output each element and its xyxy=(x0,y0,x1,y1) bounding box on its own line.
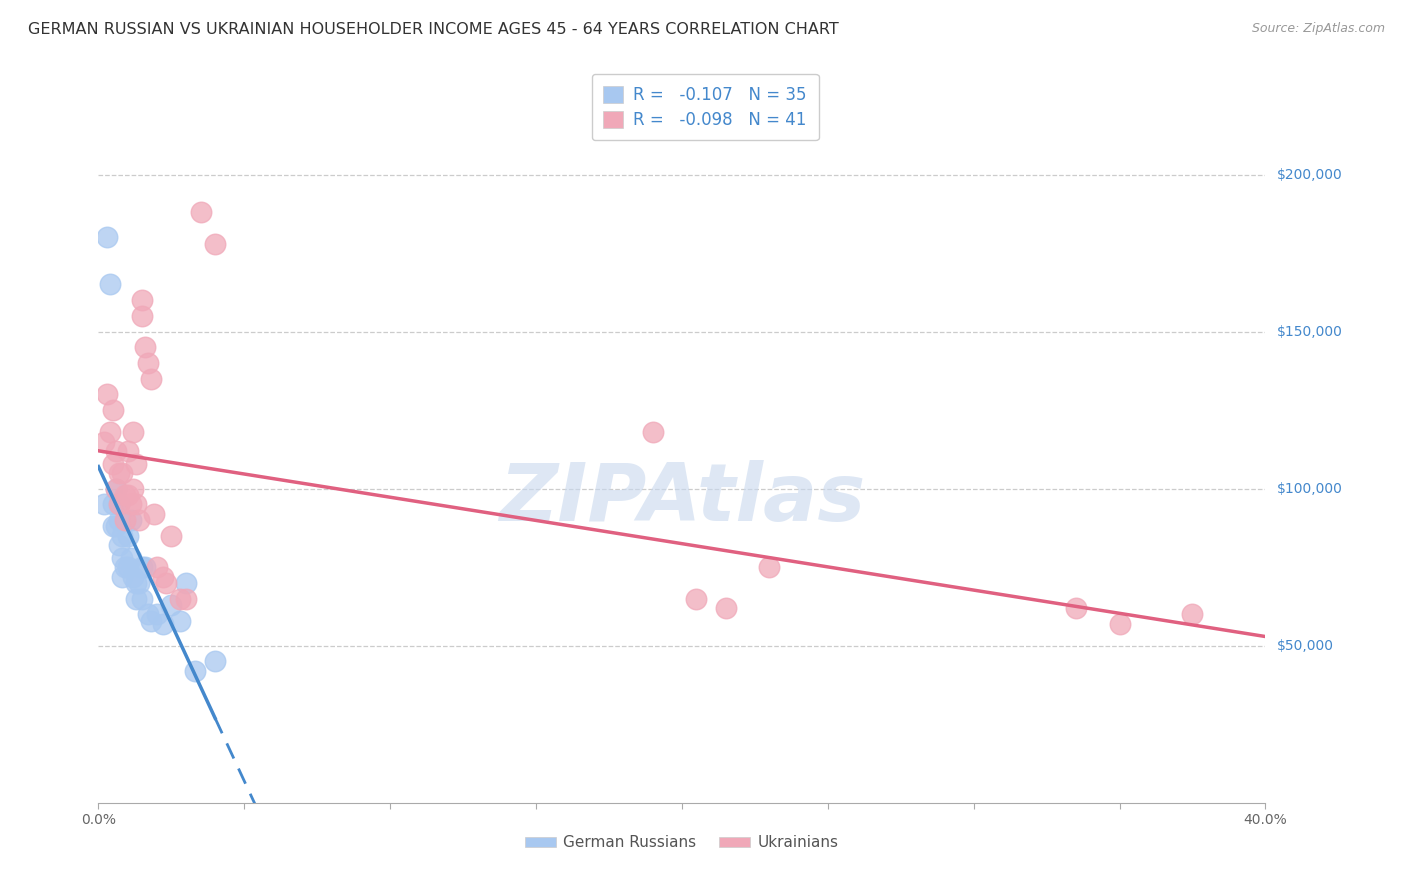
Point xyxy=(169,614,191,628)
Point xyxy=(204,655,226,669)
Point xyxy=(685,591,707,606)
Point xyxy=(114,513,136,527)
Point xyxy=(160,598,183,612)
Point xyxy=(122,482,145,496)
Legend: German Russians, Ukrainians: German Russians, Ukrainians xyxy=(519,830,845,856)
Point xyxy=(128,575,150,590)
Point xyxy=(96,230,118,244)
Point xyxy=(104,482,127,496)
Point xyxy=(111,550,134,565)
Point xyxy=(131,560,153,574)
Point xyxy=(104,482,127,496)
Text: Source: ZipAtlas.com: Source: ZipAtlas.com xyxy=(1251,22,1385,36)
Point xyxy=(108,497,131,511)
Point xyxy=(101,403,124,417)
Point xyxy=(111,569,134,583)
Point xyxy=(131,591,153,606)
Point xyxy=(117,529,139,543)
Point xyxy=(108,466,131,480)
Text: GERMAN RUSSIAN VS UKRAINIAN HOUSEHOLDER INCOME AGES 45 - 64 YEARS CORRELATION CH: GERMAN RUSSIAN VS UKRAINIAN HOUSEHOLDER … xyxy=(28,22,839,37)
Point xyxy=(1064,601,1087,615)
Point xyxy=(101,457,124,471)
Point xyxy=(125,575,148,590)
Point xyxy=(641,425,664,439)
Point xyxy=(174,575,197,590)
Point xyxy=(204,236,226,251)
Point xyxy=(146,607,169,622)
Point xyxy=(120,513,142,527)
Point xyxy=(120,550,142,565)
Point xyxy=(117,560,139,574)
Point xyxy=(93,434,115,449)
Point xyxy=(114,560,136,574)
Point xyxy=(101,519,124,533)
Point xyxy=(108,513,131,527)
Point xyxy=(152,616,174,631)
Point xyxy=(714,601,737,615)
Point xyxy=(183,664,205,678)
Point xyxy=(96,387,118,401)
Point xyxy=(114,513,136,527)
Point xyxy=(125,457,148,471)
Point xyxy=(104,444,127,458)
Point xyxy=(190,205,212,219)
Point xyxy=(152,569,174,583)
Point xyxy=(1108,616,1130,631)
Point xyxy=(134,560,156,574)
Point xyxy=(101,497,124,511)
Point xyxy=(142,507,165,521)
Point xyxy=(108,538,131,552)
Point xyxy=(146,560,169,574)
Point xyxy=(169,591,191,606)
Point xyxy=(120,497,142,511)
Point xyxy=(1181,607,1204,622)
Point xyxy=(122,569,145,583)
Point xyxy=(114,488,136,502)
Point xyxy=(160,529,183,543)
Point xyxy=(139,614,162,628)
Point xyxy=(131,309,153,323)
Point xyxy=(136,356,159,370)
Text: $100,000: $100,000 xyxy=(1277,482,1343,496)
Point xyxy=(131,293,153,308)
Text: $150,000: $150,000 xyxy=(1277,325,1343,339)
Point xyxy=(104,519,127,533)
Point xyxy=(111,466,134,480)
Point xyxy=(155,575,177,590)
Point xyxy=(134,340,156,354)
Point xyxy=(117,444,139,458)
Point xyxy=(98,277,121,292)
Point xyxy=(758,560,780,574)
Point xyxy=(174,591,197,606)
Point xyxy=(108,497,131,511)
Point xyxy=(117,488,139,502)
Point xyxy=(139,372,162,386)
Point xyxy=(128,513,150,527)
Point xyxy=(136,607,159,622)
Text: $50,000: $50,000 xyxy=(1277,639,1333,653)
Point xyxy=(93,497,115,511)
Point xyxy=(125,497,148,511)
Point xyxy=(98,425,121,439)
Point xyxy=(125,591,148,606)
Text: ZIPAtlas: ZIPAtlas xyxy=(499,460,865,539)
Point xyxy=(122,425,145,439)
Point xyxy=(111,529,134,543)
Text: $200,000: $200,000 xyxy=(1277,168,1343,181)
